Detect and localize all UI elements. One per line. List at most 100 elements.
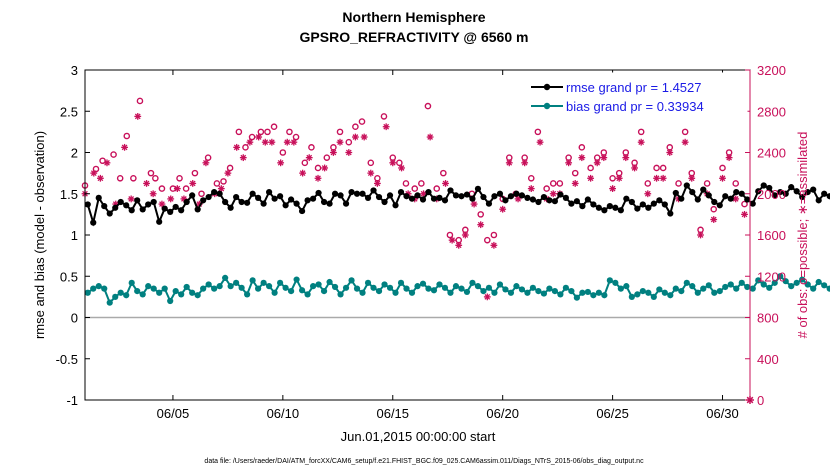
rmse-point <box>293 200 300 207</box>
rmse-point <box>722 193 729 200</box>
y-tick-label: -0.5 <box>56 352 78 367</box>
rmse-point <box>634 205 641 212</box>
bias-point <box>161 285 168 292</box>
bias-point <box>777 273 784 280</box>
obs-assimilated-point <box>741 210 748 218</box>
obs-assimilated-point <box>143 180 150 187</box>
obs-assimilated-point <box>382 123 390 131</box>
bias-point <box>326 278 333 286</box>
obs-assimilated-point <box>389 159 397 167</box>
obs-possible-point <box>681 128 689 136</box>
y-right-tick-label: 2800 <box>757 104 786 119</box>
bias-point <box>672 285 679 292</box>
rmse-point <box>414 192 421 199</box>
rmse-point <box>298 207 306 215</box>
bias-point <box>244 291 251 298</box>
rmse-point <box>606 203 613 210</box>
obs-assimilated-point <box>609 185 617 192</box>
rmse-point <box>304 197 311 204</box>
rmse-point <box>436 194 443 201</box>
obs-assimilated-point <box>697 231 704 239</box>
y-axis-left: -1 -0.5 0 0.5 1 1.5 2 2.5 3 <box>56 63 90 408</box>
obs-assimilated-point <box>644 190 652 198</box>
bias-point <box>733 285 740 292</box>
rmse-point <box>123 202 130 209</box>
obs-possible-point <box>147 169 155 177</box>
bias-point <box>304 291 311 298</box>
rmse-point <box>386 192 394 199</box>
bias-point <box>678 288 685 295</box>
rmse-point <box>128 207 135 214</box>
bias-point <box>287 288 295 295</box>
obs-possible-point <box>659 164 667 172</box>
rmse-point <box>628 198 635 206</box>
obs-assimilated-point <box>189 180 197 187</box>
obs-assimilated-point <box>527 185 535 192</box>
obs-assimilated-point <box>321 164 329 172</box>
rmse-point <box>716 202 723 209</box>
bias-point <box>145 283 152 290</box>
rmse-point <box>788 184 795 191</box>
rmse-point <box>447 187 454 194</box>
rmse-point <box>529 196 537 203</box>
rmse-point <box>277 193 284 200</box>
rmse-point <box>309 195 317 202</box>
y-tick-label: 2 <box>71 146 78 161</box>
obs-assimilated-point <box>96 174 104 182</box>
bias-point <box>293 276 300 283</box>
y-right-tick-label: 1600 <box>757 228 786 243</box>
bias-point <box>694 289 701 296</box>
obs-possible-point <box>703 180 711 187</box>
rmse-point <box>370 187 377 194</box>
bias-point <box>579 289 586 296</box>
obs-assimilated-point <box>477 221 485 229</box>
chart-subtitle: GPSRO_REFRACTIVITY @ 6560 m <box>300 29 529 45</box>
bias-point <box>722 283 729 291</box>
obs-assimilated-point <box>659 174 667 182</box>
rmse-point <box>156 218 163 225</box>
rmse-point <box>469 195 476 202</box>
rmse-point <box>749 200 756 207</box>
bias-point <box>84 289 91 296</box>
y-tick-label: 0 <box>71 311 78 326</box>
rmse-point <box>480 193 487 201</box>
obs-possible-point <box>653 164 660 172</box>
bias-point <box>277 279 284 286</box>
bias-point <box>502 286 509 293</box>
rmse-point <box>139 206 146 213</box>
bias-point <box>601 292 608 299</box>
obs-assimilated-point <box>593 159 601 167</box>
rmse-point <box>766 184 773 192</box>
bias-point <box>507 289 515 296</box>
rmse-point <box>392 202 399 209</box>
bias-point <box>711 289 718 296</box>
rmse-point <box>266 189 273 196</box>
rmse-point <box>678 195 685 202</box>
obs-assimilated-point <box>202 159 210 167</box>
rmse-point <box>287 196 295 203</box>
bias-point <box>123 292 130 299</box>
bias-point <box>617 285 624 292</box>
series-group <box>81 97 830 404</box>
rmse-point <box>507 193 515 200</box>
bias-point <box>573 294 580 301</box>
obs-assimilated-point <box>224 169 232 177</box>
obs-assimilated-point <box>549 190 557 198</box>
bias-point <box>117 289 124 296</box>
bias-point <box>727 281 734 288</box>
bias-point <box>815 278 822 286</box>
obs-assimilated-point <box>536 138 544 146</box>
obs-possible-point <box>483 236 491 244</box>
rmse-point <box>535 198 542 206</box>
obs-possible-point <box>490 231 498 239</box>
rmse-point <box>337 192 344 199</box>
obs-possible-point <box>323 154 331 161</box>
rmse-point <box>573 198 580 205</box>
bias-point <box>430 287 438 294</box>
rmse-point <box>612 204 619 211</box>
obs-possible-point <box>198 190 205 198</box>
bias-point <box>342 284 350 291</box>
rmse-point <box>452 192 460 199</box>
obs-assimilated-point <box>351 133 359 141</box>
obs-assimilated-point <box>299 169 307 177</box>
